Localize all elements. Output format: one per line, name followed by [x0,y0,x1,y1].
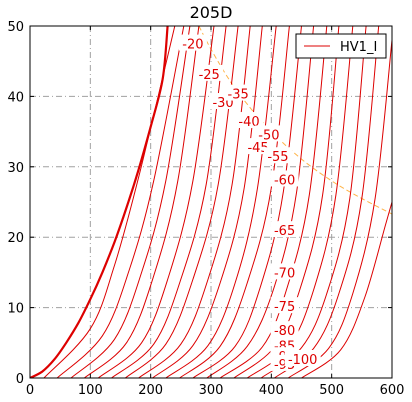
plate-curve [56,26,185,378]
y-tick-label: 0 [16,372,24,387]
plate-curve [246,26,354,378]
curve-label: -25 [199,68,220,83]
y-tick-label: 50 [7,20,24,35]
grid-lines [30,26,392,378]
curve-label-bg [270,170,299,187]
plate-curve [138,26,251,378]
curve-label-bg [178,34,207,51]
curve-label-bg [270,297,299,314]
curve-label-bg [270,221,299,238]
x-tick-label: 0 [26,383,34,398]
curve-label-bg [270,321,299,338]
curve-label: -40 [238,115,259,130]
plate-curve [30,26,169,378]
curve-label: -20 [182,38,203,53]
curve-label-bg [263,147,292,164]
x-tick-label: 600 [380,383,405,398]
curve-label: -75 [274,300,295,315]
axis-ticks: 0 100 200 300 400 500 600 0 10 20 30 40 50 [7,20,404,398]
curve-label: -45 [247,141,268,156]
legend-label: HV1_I [340,40,377,55]
x-tick-label: 200 [138,383,163,398]
y-tick-label: 20 [7,231,24,246]
plate-curve [43,26,176,378]
curve-label: -100 [288,353,318,368]
curve-label-bg [224,84,253,101]
plate-curves [30,26,392,378]
x-tick-label: 400 [259,383,284,398]
plate-curve [152,26,263,378]
y-tick-label: 10 [7,302,24,317]
curve-label: -65 [274,224,295,239]
plate-curve [287,40,392,378]
x-tick-label: 500 [319,383,344,398]
plate-curve [192,26,302,378]
plate-curve [233,26,340,378]
curve-label-bg [284,349,321,366]
curve-label: -80 [274,324,295,339]
plate-curve [97,26,215,378]
curve-label: -70 [274,266,295,281]
curve-label-bg [254,125,283,142]
chart-title: 205D [190,3,233,22]
curve-label-bg [270,263,299,280]
plate-curve [165,26,277,378]
legend: HV1_I [295,33,387,59]
curve-label-bg [195,64,224,81]
x-tick-label: 300 [199,383,224,398]
x-tick-label: 100 [78,383,103,398]
curve-label-bg [235,112,264,129]
plate-curve [83,26,200,378]
y-tick-label: 30 [7,161,24,176]
curve-label: -35 [228,88,249,103]
plate-curve [70,26,191,378]
curve-label: -50 [258,128,279,143]
curve-labels: -20-25-30-35-40-45-50-55-60-65-70-75-80-… [178,34,321,373]
curve-label: -60 [274,173,295,188]
curve-label: -55 [267,150,288,165]
plate-curve [179,26,290,378]
plate-curve [301,201,392,378]
y-tick-label: 40 [7,90,24,105]
